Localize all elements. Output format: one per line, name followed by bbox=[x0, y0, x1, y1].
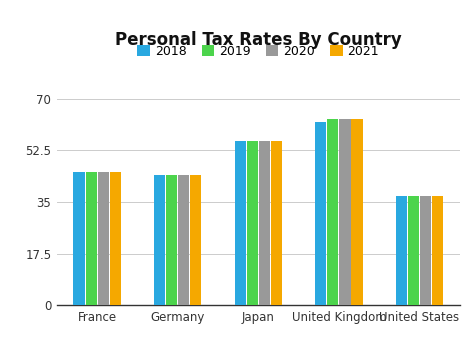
Bar bbox=[339, 119, 350, 305]
Bar bbox=[73, 172, 84, 305]
Bar bbox=[178, 175, 189, 305]
Bar bbox=[247, 142, 258, 305]
Bar bbox=[154, 175, 165, 305]
Legend: 2018, 2019, 2020, 2021: 2018, 2019, 2020, 2021 bbox=[137, 45, 379, 58]
Bar bbox=[328, 119, 338, 305]
Bar bbox=[271, 142, 282, 305]
Bar bbox=[86, 172, 97, 305]
Bar bbox=[396, 196, 407, 305]
Bar bbox=[191, 175, 201, 305]
Bar bbox=[110, 172, 121, 305]
Bar bbox=[420, 196, 431, 305]
Bar bbox=[352, 119, 363, 305]
Bar bbox=[98, 172, 109, 305]
Bar bbox=[432, 196, 443, 305]
Bar bbox=[259, 142, 270, 305]
Bar bbox=[408, 196, 419, 305]
Bar bbox=[166, 175, 177, 305]
Bar bbox=[315, 122, 326, 305]
Title: Personal Tax Rates By Country: Personal Tax Rates By Country bbox=[115, 31, 401, 49]
Bar bbox=[235, 142, 246, 305]
